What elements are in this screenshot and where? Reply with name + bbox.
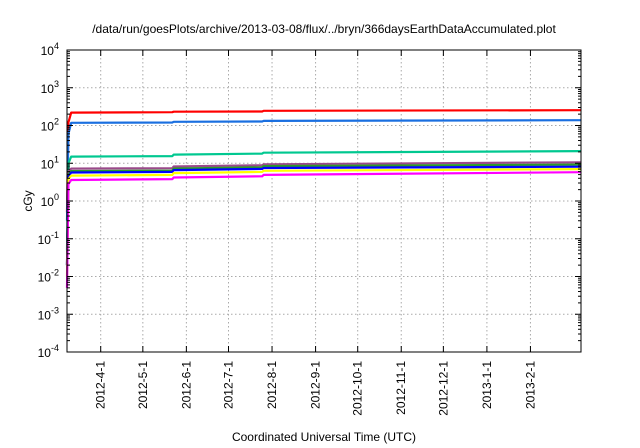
x-tick-label: 2012-5-1: [136, 361, 150, 409]
series-line-purple: [65, 161, 582, 266]
y-tick-label: 102: [41, 117, 59, 134]
y-axis-label: cGy: [21, 190, 35, 211]
series-line-magenta: [65, 171, 582, 288]
x-tick-label: 2013-1-1: [480, 361, 494, 409]
series-lines: [65, 109, 582, 288]
y-tick-label: 10-2: [38, 268, 59, 285]
x-tick-label: 2012-11-1: [394, 361, 408, 415]
x-tick-label: 2012-6-1: [179, 361, 193, 409]
series-line-yellow: [65, 168, 582, 277]
series-line-teal: [65, 150, 582, 251]
x-axis-label: Coordinated Universal Time (UTC): [232, 430, 416, 444]
series-line-red: [65, 109, 582, 213]
gridlines: [67, 50, 581, 352]
series-line-dark-blue: [65, 165, 582, 266]
y-tick-label: 103: [41, 79, 59, 96]
x-tick-label: 2012-8-1: [265, 361, 279, 409]
x-tick-label: 2012-9-1: [309, 361, 323, 409]
x-tick-label: 2013-2-1: [523, 361, 537, 409]
x-tick-label: 2012-4-1: [94, 361, 108, 409]
y-tick-label: 10-1: [38, 230, 59, 247]
y-tick-label: 10-4: [38, 343, 59, 360]
y-tick-label: 100: [41, 192, 59, 209]
y-tick-label: 101: [41, 154, 59, 171]
y-tick-label: 104: [41, 41, 59, 58]
x-tick-label: 2012-7-1: [222, 361, 236, 409]
chart-title: /data/run/goesPlots/archive/2013-03-08/f…: [92, 22, 556, 36]
y-tick-label: 10-3: [38, 305, 59, 322]
x-tick-label: 2012-12-1: [436, 361, 450, 416]
x-tick-label: 2012-10-1: [351, 361, 365, 416]
axis-ticks: 104 103 102 101 100 10-1 10-2 10-3 10-4 2012-4-1 2…: [38, 41, 581, 416]
series-line-blue: [65, 119, 582, 221]
